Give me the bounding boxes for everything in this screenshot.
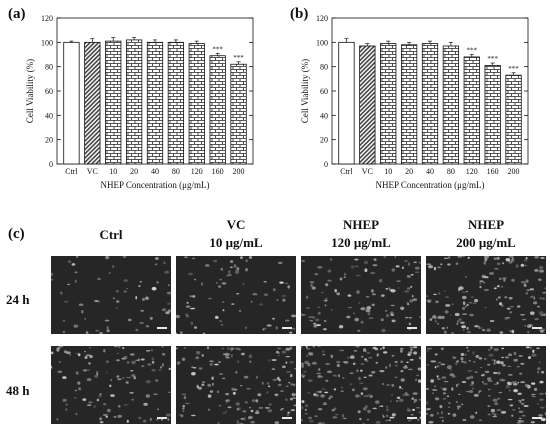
bar-40 (421, 43, 439, 165)
x-axis-label: NHEP Concentration (μg/mL) (101, 180, 210, 190)
y-tick-label: 60 (45, 87, 53, 96)
scale-bar (157, 417, 167, 419)
y-tick-label: 80 (320, 63, 328, 72)
micrograph-24h-nhep-200 (426, 256, 546, 334)
x-tick-label: 120 (466, 167, 478, 176)
bar-160 (484, 65, 501, 165)
bar-VC (84, 41, 101, 165)
bar-200 (505, 74, 522, 165)
micrograph-24h-ctrl (51, 256, 171, 334)
micrograph-24h-vc (176, 256, 296, 334)
bar-120 (188, 43, 205, 165)
micrograph-48h-ctrl (51, 346, 171, 424)
bar-80 (167, 41, 185, 165)
scale-bar (282, 327, 292, 329)
micrograph-48h-nhep-200 (426, 346, 546, 424)
x-tick-label: 160 (487, 167, 499, 176)
x-tick-label: 10 (384, 167, 392, 176)
bar-200 (230, 63, 247, 165)
x-tick-label: Ctrl (340, 167, 353, 176)
y-tick-label: 100 (316, 38, 328, 47)
micrograph-48h-nhep-120 (301, 346, 421, 424)
panel-label-c: (c) (8, 226, 25, 242)
micrograph-48h-vc (176, 346, 296, 424)
x-tick-label: Ctrl (65, 167, 78, 176)
x-tick-label: VC (362, 167, 373, 176)
bar-120 (463, 56, 480, 165)
bar-160 (209, 55, 226, 165)
scale-bar (532, 417, 542, 419)
column-header-ctrl: Ctrl (99, 227, 123, 242)
x-tick-label: 160 (212, 167, 224, 176)
x-tick-label: 200 (233, 167, 245, 176)
x-tick-label: 40 (151, 167, 159, 176)
panel-label-b: (b) (290, 6, 309, 22)
scale-bar (532, 327, 542, 329)
cell-texture (176, 256, 296, 334)
bar-80 (442, 45, 460, 165)
cell-texture (301, 256, 421, 334)
bar-10 (380, 43, 397, 165)
bar-chart-b: 0 20 40 60 80 100 120 Ctrl VC 10 20 40 80 *** 120 *** 16… (300, 14, 529, 190)
y-tick-label: 120 (41, 14, 53, 23)
x-tick-label: 80 (447, 167, 455, 176)
row-header-24h: 24 h (6, 292, 30, 307)
x-tick-label: 80 (172, 167, 180, 176)
panel-label-a: (a) (8, 6, 26, 22)
significance-mark: *** (508, 65, 519, 73)
bar-Ctrl (338, 41, 355, 165)
significance-mark: *** (467, 47, 478, 55)
y-tick-label: 100 (41, 38, 53, 47)
bar-40 (146, 41, 164, 165)
cell-texture (426, 256, 546, 334)
significance-mark: *** (212, 45, 223, 53)
y-axis-label: Cell Viability (%) (300, 59, 310, 123)
row-header-48h: 48 h (6, 383, 30, 398)
x-tick-label: 20 (130, 167, 138, 176)
bar-20 (125, 39, 143, 165)
cell-texture (51, 346, 171, 424)
y-tick-label: 20 (45, 136, 53, 145)
x-tick-label: 10 (109, 167, 117, 176)
cell-texture (51, 256, 171, 334)
x-tick-label: 200 (508, 167, 520, 176)
column-header-nhep-120: NHEP 120 μg/mL (331, 217, 391, 250)
y-tick-label: 20 (320, 136, 328, 145)
scale-bar (407, 417, 417, 419)
significance-mark: *** (487, 55, 498, 63)
bar-chart-a: 0 20 40 60 80 100 120 Ctrl VC 10 20 40 80 120 *** 160 **… (25, 14, 254, 190)
x-tick-label: VC (87, 167, 98, 176)
scale-bar (282, 417, 292, 419)
bar-20 (400, 44, 418, 165)
cell-texture (301, 346, 421, 424)
significance-mark: *** (233, 54, 244, 62)
y-axis-label: Cell Viability (%) (25, 59, 35, 123)
x-axis-label: NHEP Concentration (μg/mL) (376, 180, 485, 190)
bar-Ctrl (63, 41, 80, 165)
bar-10 (105, 40, 122, 165)
scale-bar (407, 327, 417, 329)
y-tick-label: 0 (49, 160, 53, 169)
y-tick-label: 80 (45, 63, 53, 72)
cell-texture (426, 346, 546, 424)
x-tick-label: 40 (426, 167, 434, 176)
y-tick-label: 120 (316, 14, 328, 23)
scale-bar (157, 327, 167, 329)
cell-texture (176, 346, 296, 424)
y-tick-label: 60 (320, 87, 328, 96)
y-tick-label: 40 (320, 111, 328, 120)
column-header-vc: VC 10 μg/mL (209, 217, 263, 250)
y-tick-label: 40 (45, 111, 53, 120)
micrograph-24h-nhep-120 (301, 256, 421, 334)
x-tick-label: 20 (405, 167, 413, 176)
bar-VC (359, 45, 376, 165)
column-header-nhep-200: NHEP 200 μg/mL (456, 217, 516, 250)
y-tick-label: 0 (324, 160, 328, 169)
x-tick-label: 120 (191, 167, 203, 176)
